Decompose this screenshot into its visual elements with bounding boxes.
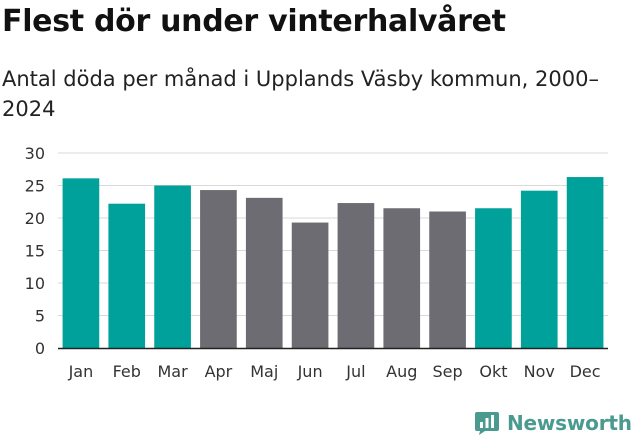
x-tick-label: Apr [205,362,233,381]
bar-apr [200,190,237,348]
chart-title: Flest dör under vinterhalvåret [2,4,506,39]
brand-logo: Newsworthy [474,406,631,440]
x-tick-label: Maj [250,362,278,381]
x-tick-label: Jan [68,362,94,381]
x-tick-label: Mar [157,362,188,381]
y-tick-label: 5 [35,307,45,326]
brand-name: Newsworthy [507,411,631,435]
bar-nov [520,190,558,348]
bar-feb [108,203,146,348]
bar-jan [62,178,100,348]
y-tick-label: 30 [25,144,45,163]
y-tick-label: 20 [25,209,45,228]
chart-subtitle: Antal döda per månad i Upplands Väsby ko… [2,67,599,121]
x-tick-label: Aug [386,362,417,381]
bar-mar [154,185,191,348]
y-tick-label: 25 [25,177,45,196]
y-tick-label: 10 [25,274,45,293]
x-tick-label: Nov [524,362,555,381]
x-tick-label: Okt [479,362,507,381]
y-tick-label: 15 [25,242,45,261]
bar-sep [429,211,466,348]
bar-dec [566,177,604,348]
bar-jul [337,203,375,348]
bar-maj [245,197,283,348]
bar-chart-bubble-icon [475,412,499,435]
x-tick-label: Dec [570,362,601,381]
bar-okt [475,208,512,348]
bar-jun [291,222,329,348]
y-tick-label: 0 [35,339,45,358]
x-tick-label: Jul [345,362,365,381]
x-tick-label: Sep [433,362,463,381]
bar-aug [383,208,421,348]
x-tick-label: Jun [297,362,323,381]
x-tick-label: Feb [113,362,141,381]
